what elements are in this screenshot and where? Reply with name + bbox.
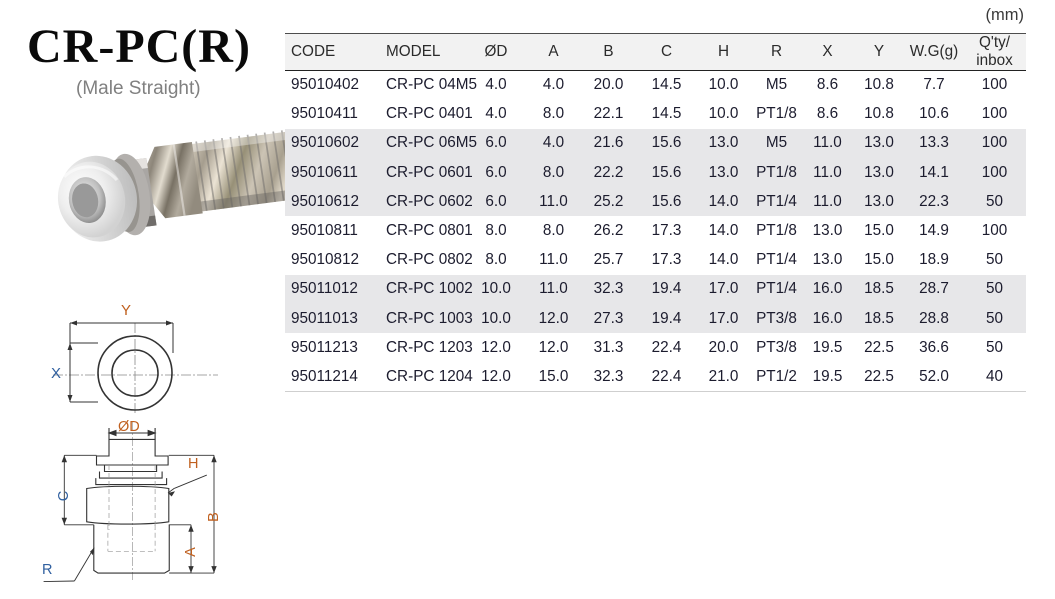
svg-text:H: H: [188, 456, 198, 472]
svg-text:Y: Y: [121, 302, 131, 319]
svg-text:X: X: [51, 365, 61, 382]
svg-text:ØD: ØD: [118, 420, 140, 435]
svg-text:B: B: [206, 512, 222, 522]
svg-text:R: R: [42, 562, 52, 578]
svg-text:A: A: [183, 547, 199, 557]
svg-text:C: C: [56, 491, 72, 501]
